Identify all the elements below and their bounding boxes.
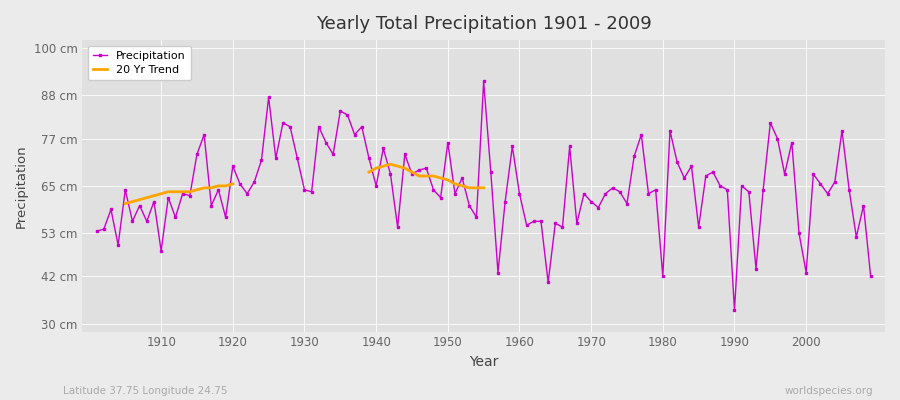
20 Yr Trend: [228, 182, 238, 186]
Text: Latitude 37.75 Longitude 24.75: Latitude 37.75 Longitude 24.75: [63, 386, 228, 396]
Line: Precipitation: Precipitation: [95, 80, 872, 311]
20 Yr Trend: [177, 189, 188, 194]
Precipitation: [349, 132, 360, 137]
Line: 20 Yr Trend: 20 Yr Trend: [125, 184, 233, 204]
Precipitation: [729, 308, 740, 312]
20 Yr Trend: [220, 184, 231, 188]
20 Yr Trend: [213, 184, 224, 188]
Precipitation: [478, 79, 489, 84]
20 Yr Trend: [170, 189, 181, 194]
Precipitation: [865, 274, 876, 279]
20 Yr Trend: [184, 189, 195, 194]
Precipitation: [608, 186, 618, 190]
20 Yr Trend: [127, 199, 138, 204]
X-axis label: Year: Year: [469, 355, 499, 369]
20 Yr Trend: [163, 189, 174, 194]
20 Yr Trend: [120, 201, 130, 206]
20 Yr Trend: [141, 195, 152, 200]
Y-axis label: Precipitation: Precipitation: [15, 144, 28, 228]
20 Yr Trend: [156, 191, 166, 196]
Text: worldspecies.org: worldspecies.org: [785, 386, 873, 396]
Precipitation: [306, 189, 317, 194]
Precipitation: [514, 191, 525, 196]
20 Yr Trend: [206, 186, 217, 190]
Precipitation: [521, 223, 532, 228]
Legend: Precipitation, 20 Yr Trend: Precipitation, 20 Yr Trend: [88, 46, 191, 80]
20 Yr Trend: [148, 193, 159, 198]
Title: Yearly Total Precipitation 1901 - 2009: Yearly Total Precipitation 1901 - 2009: [316, 15, 652, 33]
Precipitation: [148, 199, 159, 204]
20 Yr Trend: [192, 187, 202, 192]
20 Yr Trend: [134, 197, 145, 202]
Precipitation: [91, 229, 102, 234]
20 Yr Trend: [199, 186, 210, 190]
